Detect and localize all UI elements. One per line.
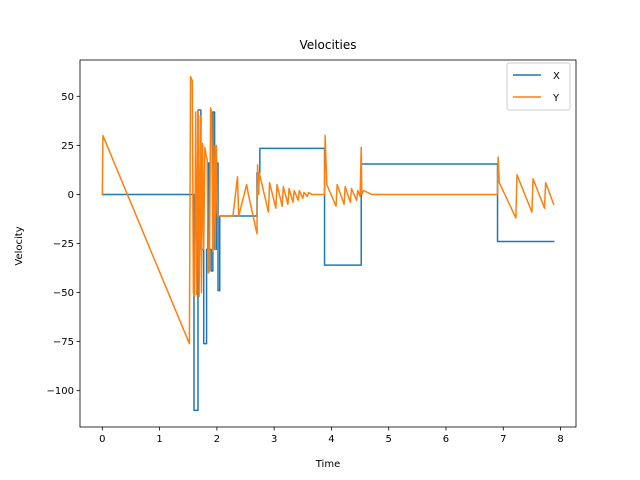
x-tick-label: 5 <box>386 434 392 445</box>
y-tick-label: 50 <box>61 92 74 103</box>
y-axis-ticks: −100 −75 −50 −25 0 25 50 <box>47 92 80 397</box>
x-axis-title: Time <box>315 459 340 470</box>
series-line-y <box>101 75 555 345</box>
y-tick-label: −50 <box>53 288 74 299</box>
y-axis-title: Velocity <box>14 226 25 265</box>
x-tick-label: 8 <box>557 434 563 445</box>
legend-label-x: X <box>553 71 560 82</box>
chart-title: Velocities <box>300 38 357 52</box>
series-line-x <box>101 109 555 412</box>
x-tick-label: 1 <box>156 434 162 445</box>
x-axis-ticks: 0 1 2 3 4 5 6 7 8 <box>99 427 564 445</box>
y-tick-label: −75 <box>53 337 74 348</box>
y-tick-label: −25 <box>53 239 74 250</box>
legend: X Y <box>506 62 571 111</box>
y-tick-label: 25 <box>61 141 74 152</box>
x-tick-label: 4 <box>328 434 334 445</box>
plot-lines <box>101 75 555 412</box>
y-tick-label: 0 <box>68 190 74 201</box>
legend-label-y: Y <box>552 93 560 104</box>
y-tick-label: −100 <box>47 386 74 397</box>
x-tick-label: 6 <box>443 434 449 445</box>
x-tick-label: 7 <box>500 434 506 445</box>
x-tick-label: 0 <box>99 434 105 445</box>
x-tick-label: 3 <box>271 434 277 445</box>
x-tick-label: 2 <box>214 434 220 445</box>
legend-box <box>506 62 571 111</box>
